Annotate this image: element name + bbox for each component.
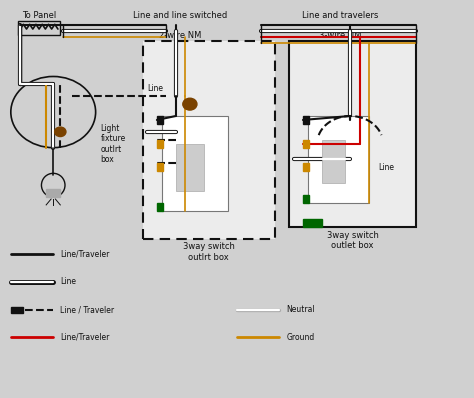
Text: 3-wire NM: 3-wire NM [319, 31, 362, 40]
FancyBboxPatch shape [322, 140, 346, 183]
Ellipse shape [41, 173, 65, 197]
Text: Line/Traveler: Line/Traveler [60, 250, 109, 259]
Text: To Panel: To Panel [22, 11, 56, 20]
Text: 3way switch
outlet box: 3way switch outlet box [327, 230, 378, 250]
Text: Neutral: Neutral [286, 305, 315, 314]
Circle shape [11, 76, 96, 148]
FancyBboxPatch shape [143, 41, 275, 238]
Text: Ground: Ground [286, 333, 315, 342]
FancyBboxPatch shape [308, 116, 369, 203]
Bar [157, 164, 163, 171]
Text: Line and line switched: Line and line switched [133, 11, 228, 20]
FancyBboxPatch shape [162, 116, 228, 211]
Circle shape [183, 98, 197, 110]
Circle shape [55, 127, 66, 137]
Bar [157, 203, 163, 211]
Bar [303, 195, 309, 203]
Text: Line / Traveler: Line / Traveler [60, 305, 114, 314]
Text: Line and travelers: Line and travelers [302, 11, 379, 20]
Text: Line/Traveler: Line/Traveler [60, 333, 109, 342]
Bar [11, 306, 23, 313]
Bar [157, 116, 163, 124]
Bar [303, 116, 309, 124]
Text: Line: Line [60, 277, 76, 287]
Text: 3way switch
outlrt box: 3way switch outlrt box [183, 242, 235, 262]
Text: Line: Line [378, 163, 394, 172]
Bar [303, 140, 309, 148]
Bar [46, 189, 60, 197]
Text: Line: Line [147, 84, 164, 93]
Bar [157, 140, 163, 148]
Bar [303, 164, 309, 171]
FancyBboxPatch shape [289, 41, 416, 227]
FancyBboxPatch shape [176, 144, 204, 191]
Text: 2-wire NM: 2-wire NM [159, 31, 201, 40]
Bar [303, 219, 322, 227]
Text: Light
fixture
outlrt
box: Light fixture outlrt box [100, 124, 126, 164]
